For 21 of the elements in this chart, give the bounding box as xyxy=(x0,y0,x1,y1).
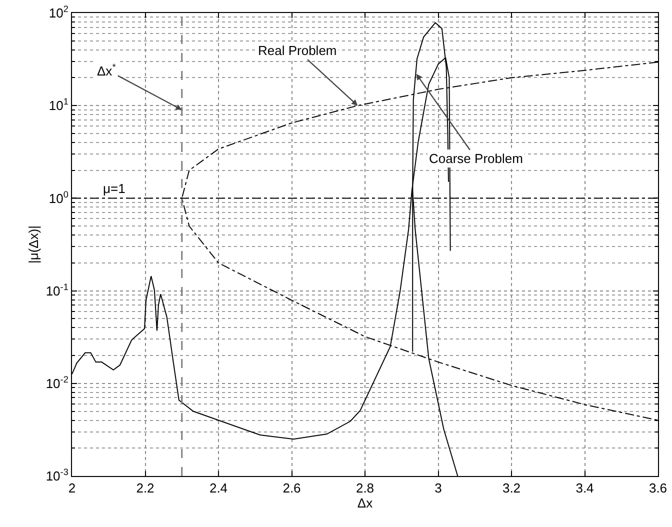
x-tick-label: 2.6 xyxy=(282,480,301,496)
x-axis-title: Δx xyxy=(357,496,374,511)
y-tick-label: 10$^{-1}$ xyxy=(46,282,68,298)
ref-line-label: μ=1 xyxy=(103,181,126,196)
x-tick-label: 2.8 xyxy=(356,480,374,496)
x-tick-label: 3 xyxy=(434,480,442,496)
x-tick-label: 3.4 xyxy=(576,480,594,496)
annotation: Real Problem xyxy=(258,43,337,58)
x-tick-label: 2 xyxy=(68,480,76,496)
y-axis-title: |μ(Δx)| xyxy=(26,225,41,264)
y-tick-label: 10$^{0}$ xyxy=(48,189,68,206)
x-tick-label: 2.4 xyxy=(209,480,228,496)
y-tick-label: 10$^{-3}$ xyxy=(46,467,68,484)
x-tick-label: 3.6 xyxy=(648,480,668,496)
y-tick-label: 10$^{-2}$ xyxy=(46,374,68,391)
x-tick-label: 3.2 xyxy=(502,480,521,496)
y-tick-label: 10$^{1}$ xyxy=(48,96,68,114)
y-tick-label: 10$^{2}$ xyxy=(48,4,68,21)
annotation: Δx$^{*}$ xyxy=(97,62,116,78)
x-tick-label: 2.2 xyxy=(136,480,154,496)
annotation: Coarse Problem xyxy=(429,151,523,166)
